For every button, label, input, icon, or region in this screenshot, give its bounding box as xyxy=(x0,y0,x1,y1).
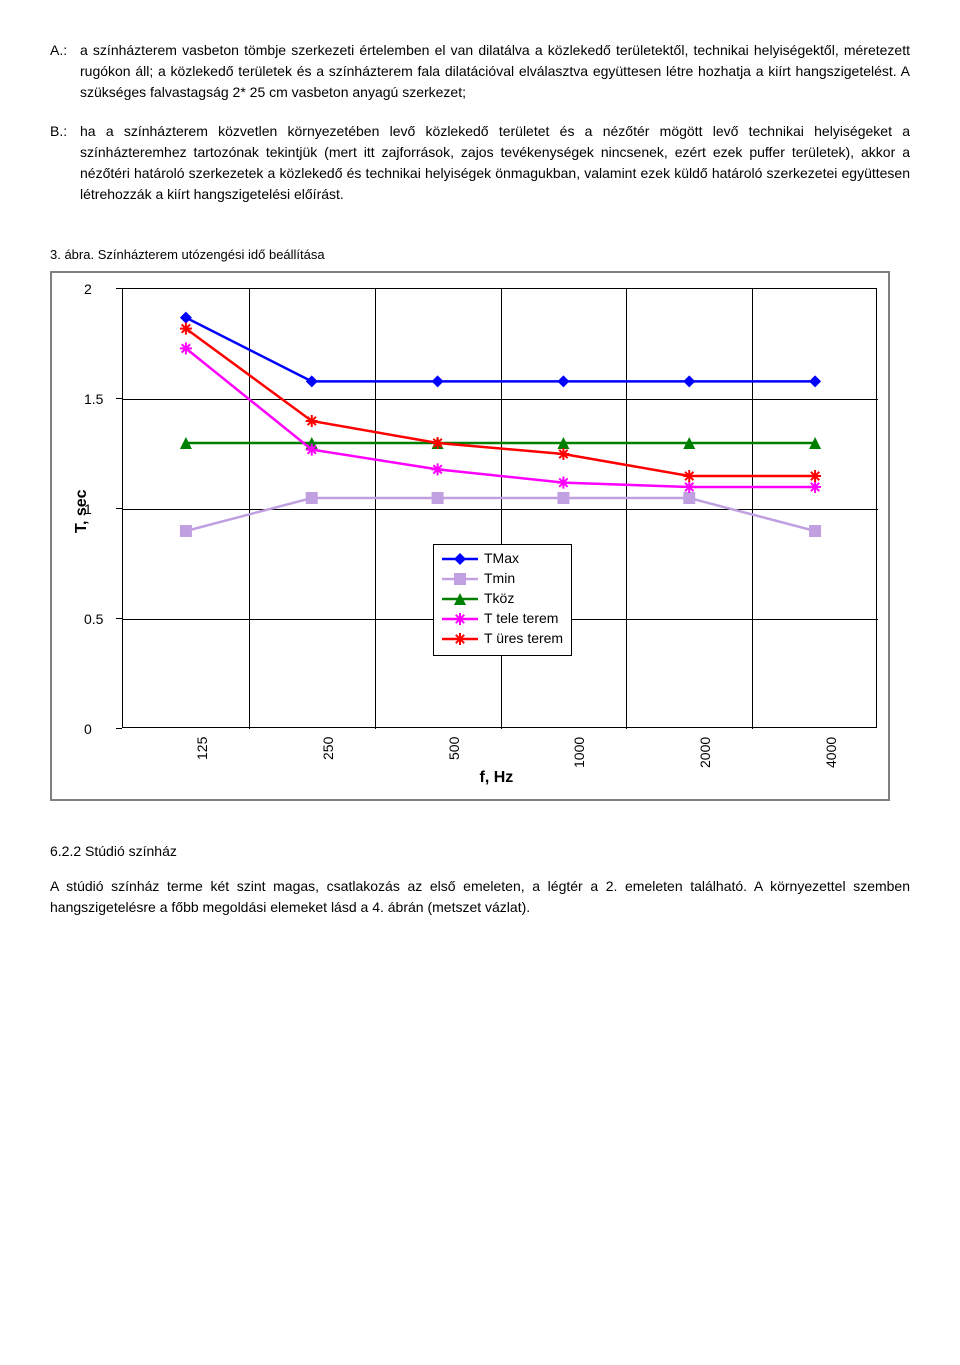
chart-legend-row: T tele terem xyxy=(442,609,563,629)
chart-legend-swatch xyxy=(442,552,478,566)
chart-ytick-mark xyxy=(116,728,122,729)
chart-series-line xyxy=(186,317,815,381)
chart-series-marker xyxy=(306,492,318,504)
chart-series-layer xyxy=(123,289,878,729)
chart-legend-label: TMax xyxy=(484,548,519,569)
chart-ytick-mark xyxy=(116,398,122,399)
chart-series-marker xyxy=(683,375,695,387)
chart-ytick-label: 1.5 xyxy=(84,389,103,410)
chart-legend-label: Tköz xyxy=(484,588,514,609)
chart-legend-swatch xyxy=(442,612,478,626)
chart-xtick-label: 250 xyxy=(318,736,339,759)
chart-series-marker xyxy=(557,476,569,488)
chart-xtick-label: 1000 xyxy=(569,736,590,767)
chart-series-marker xyxy=(180,311,192,323)
chart-ytick-label: 0.5 xyxy=(84,609,103,630)
chart-series-marker xyxy=(683,481,695,493)
chart-series-line xyxy=(186,328,815,475)
chart-series-marker xyxy=(557,448,569,460)
chart-series-marker xyxy=(557,492,569,504)
chart-series-marker xyxy=(180,525,192,537)
chart-xlabel: f, Hz xyxy=(480,766,514,790)
chart-legend-row: Tmin xyxy=(442,569,563,589)
chart-legend-row: T üres terem xyxy=(442,629,563,649)
paragraph-a: A.: a színházterem vasbeton tömbje szerk… xyxy=(50,40,910,103)
chart-series-marker xyxy=(809,375,821,387)
chart-legend-swatch xyxy=(442,572,478,586)
chart-series-marker xyxy=(683,470,695,482)
chart-legend-label: Tmin xyxy=(484,568,515,589)
chart-series-marker xyxy=(306,375,318,387)
chart-ytick-mark xyxy=(116,508,122,509)
chart-series-marker xyxy=(809,470,821,482)
chart-ytick-label: 1 xyxy=(84,499,92,520)
chart-series-marker xyxy=(683,492,695,504)
chart-legend-swatch xyxy=(442,592,478,606)
chart-series-marker xyxy=(809,481,821,493)
chart-xtick-label: 2000 xyxy=(695,736,716,767)
chart-legend-row: Tköz xyxy=(442,589,563,609)
section-heading-studio: 6.2.2 Stúdió színház xyxy=(50,841,910,862)
chart-series-line xyxy=(186,498,815,531)
chart-series-line xyxy=(186,348,815,487)
chart-legend-label: T tele terem xyxy=(484,608,558,629)
chart-legend-row: TMax xyxy=(442,549,563,569)
chart-xtick-label: 500 xyxy=(444,736,465,759)
chart-series-marker xyxy=(432,463,444,475)
chart-ytick-label: 2 xyxy=(84,279,92,300)
chart-series-marker xyxy=(432,492,444,504)
chart-xtick-label: 4000 xyxy=(821,736,842,767)
chart-series-marker xyxy=(809,525,821,537)
paragraph-a-label: A.: xyxy=(50,40,80,103)
paragraph-b-text: ha a színházterem közvetlen környezetébe… xyxy=(80,121,910,205)
chart-plot-area: TMaxTminTközT tele teremT üres terem xyxy=(122,288,877,728)
chart-legend-swatch xyxy=(442,632,478,646)
chart-series-marker xyxy=(432,375,444,387)
paragraph-b-label: B.: xyxy=(50,121,80,205)
reverberation-chart: TMaxTminTközT tele teremT üres teremT, s… xyxy=(50,271,890,801)
chart-legend-label: T üres terem xyxy=(484,628,563,649)
figure-caption: 3. ábra. Színházterem utózengési idő beá… xyxy=(50,245,910,265)
chart-series-marker xyxy=(180,342,192,354)
chart-legend: TMaxTminTközT tele teremT üres terem xyxy=(433,544,572,656)
chart-ytick-label: 0 xyxy=(84,719,92,740)
paragraph-b: B.: ha a színházterem közvetlen környeze… xyxy=(50,121,910,205)
paragraph-studio: A stúdió színház terme két szint magas, … xyxy=(50,876,910,918)
chart-xtick-label: 125 xyxy=(192,736,213,759)
chart-ytick-mark xyxy=(116,288,122,289)
chart-ytick-mark xyxy=(116,618,122,619)
paragraph-a-text: a színházterem vasbeton tömbje szerkezet… xyxy=(80,40,910,103)
chart-series-marker xyxy=(557,375,569,387)
